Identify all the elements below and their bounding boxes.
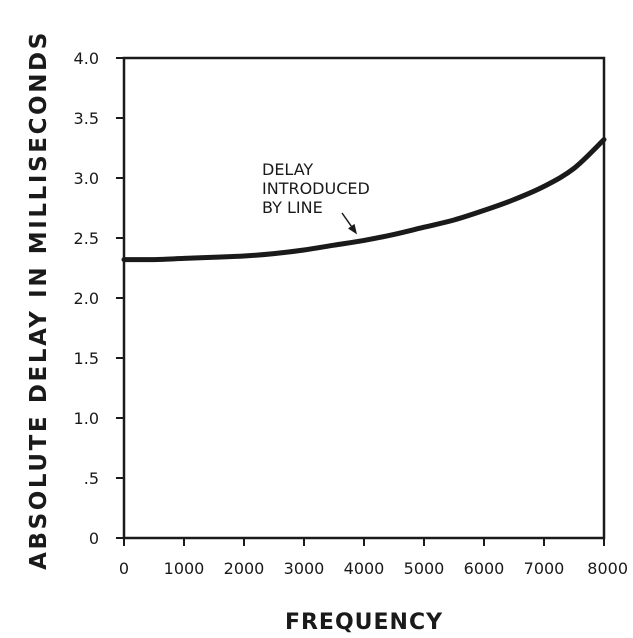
- y-tick-label: 2.0: [74, 289, 99, 308]
- annotation-line-2: INTRODUCED: [262, 179, 370, 198]
- x-axis-ticks: 0 1000 2000 3000 4000 5000 6000 7000 8000: [119, 538, 628, 578]
- y-tick-label: 0: [89, 529, 99, 548]
- y-tick-label: 2.5: [74, 229, 99, 248]
- x-axis-label: FREQUENCY: [285, 610, 443, 635]
- x-tick-label: 0: [119, 559, 129, 578]
- y-tick-label: 3.0: [74, 169, 99, 188]
- x-tick-label: 7000: [524, 559, 565, 578]
- x-tick-label: 4000: [344, 559, 385, 578]
- x-tick-label: 5000: [404, 559, 445, 578]
- y-tick-label: 3.5: [74, 109, 99, 128]
- annotation-line-1: DELAY: [262, 160, 313, 179]
- y-axis-ticks: 0 .5 1.0 1.5 2.0 2.5 3.0 3.5 4.0: [74, 49, 124, 548]
- y-tick-label: 1.0: [74, 409, 99, 428]
- annotation-arrow-head: [348, 223, 357, 235]
- y-axis-label: ABSOLUTE DELAY IN MILLISECONDS: [26, 30, 52, 570]
- series-delay-line: [121, 137, 607, 263]
- delay-annotation: DELAY INTRODUCED BY LINE: [262, 160, 370, 235]
- x-tick-label: 1000: [164, 559, 205, 578]
- y-tick-label: 1.5: [74, 349, 99, 368]
- x-tick-label: 2000: [224, 559, 265, 578]
- x-tick-label: 6000: [464, 559, 505, 578]
- y-tick-label: 4.0: [74, 49, 99, 68]
- x-tick-label: 8000: [587, 559, 628, 578]
- plot-frame: [122, 56, 606, 540]
- y-tick-label: .5: [84, 469, 99, 488]
- annotation-arrow-shaft: [341, 212, 352, 227]
- x-tick-label: 3000: [284, 559, 325, 578]
- annotation-line-3: BY LINE: [262, 198, 323, 217]
